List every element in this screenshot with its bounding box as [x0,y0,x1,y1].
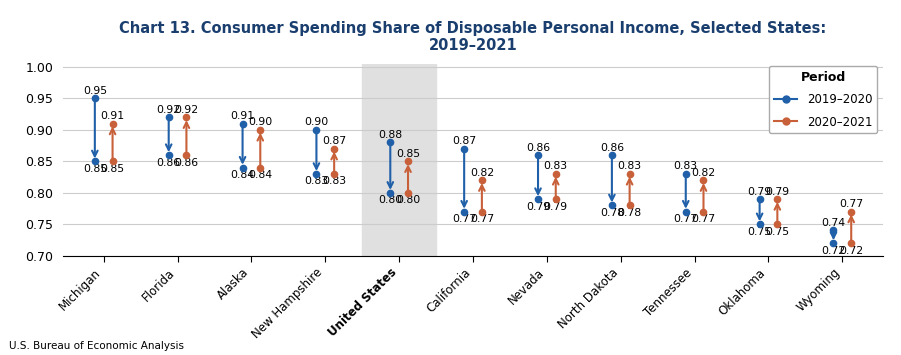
Text: 0.77: 0.77 [452,214,477,224]
Text: 0.91: 0.91 [101,111,124,121]
Text: 0.83: 0.83 [305,176,329,186]
Text: 0.77: 0.77 [839,199,863,209]
Text: 0.85: 0.85 [101,164,124,174]
Text: 0.85: 0.85 [83,164,107,174]
Text: 0.85: 0.85 [396,149,420,159]
Text: 0.83: 0.83 [617,162,642,171]
Text: 0.80: 0.80 [396,195,420,205]
Text: 0.77: 0.77 [469,214,494,224]
Text: 0.78: 0.78 [600,208,624,218]
Bar [362,64,436,256]
Text: 0.83: 0.83 [674,162,697,171]
Text: 0.88: 0.88 [378,130,403,140]
Text: 0.83: 0.83 [322,176,346,186]
Text: 0.86: 0.86 [526,142,551,153]
Text: 0.92: 0.92 [175,105,198,115]
Text: 0.75: 0.75 [765,227,789,237]
Text: 0.80: 0.80 [378,195,403,205]
Text: 0.86: 0.86 [175,158,198,168]
Text: 0.78: 0.78 [617,208,642,218]
Text: 0.82: 0.82 [691,168,715,178]
Text: 0.79: 0.79 [543,202,568,212]
Text: 0.95: 0.95 [83,86,107,96]
Text: 0.84: 0.84 [249,170,272,180]
Text: 0.79: 0.79 [526,202,551,212]
Text: 0.72: 0.72 [839,246,863,256]
Text: 0.74: 0.74 [822,218,845,228]
Text: 0.79: 0.79 [748,186,771,197]
Text: 0.84: 0.84 [231,170,255,180]
Text: 0.86: 0.86 [600,142,624,153]
Text: 0.82: 0.82 [469,168,494,178]
Text: 0.92: 0.92 [157,105,181,115]
Text: 0.75: 0.75 [748,227,771,237]
Text: 0.72: 0.72 [822,246,845,256]
Text: 0.83: 0.83 [543,162,568,171]
Legend: 2019–2020, 2020–2021: 2019–2020, 2020–2021 [769,66,877,133]
Text: 0.79: 0.79 [765,186,789,197]
Text: 0.77: 0.77 [691,214,715,224]
Text: 0.90: 0.90 [305,118,329,127]
Text: U.S. Bureau of Economic Analysis: U.S. Bureau of Economic Analysis [9,342,184,351]
Text: 0.86: 0.86 [157,158,181,168]
Text: 0.87: 0.87 [452,136,477,146]
Title: Chart 13. Consumer Spending Share of Disposable Personal Income, Selected States: Chart 13. Consumer Spending Share of Dis… [120,21,826,53]
Text: 0.87: 0.87 [322,136,346,146]
Text: 0.77: 0.77 [674,214,697,224]
Text: 0.91: 0.91 [231,111,255,121]
Text: 0.90: 0.90 [248,118,272,127]
